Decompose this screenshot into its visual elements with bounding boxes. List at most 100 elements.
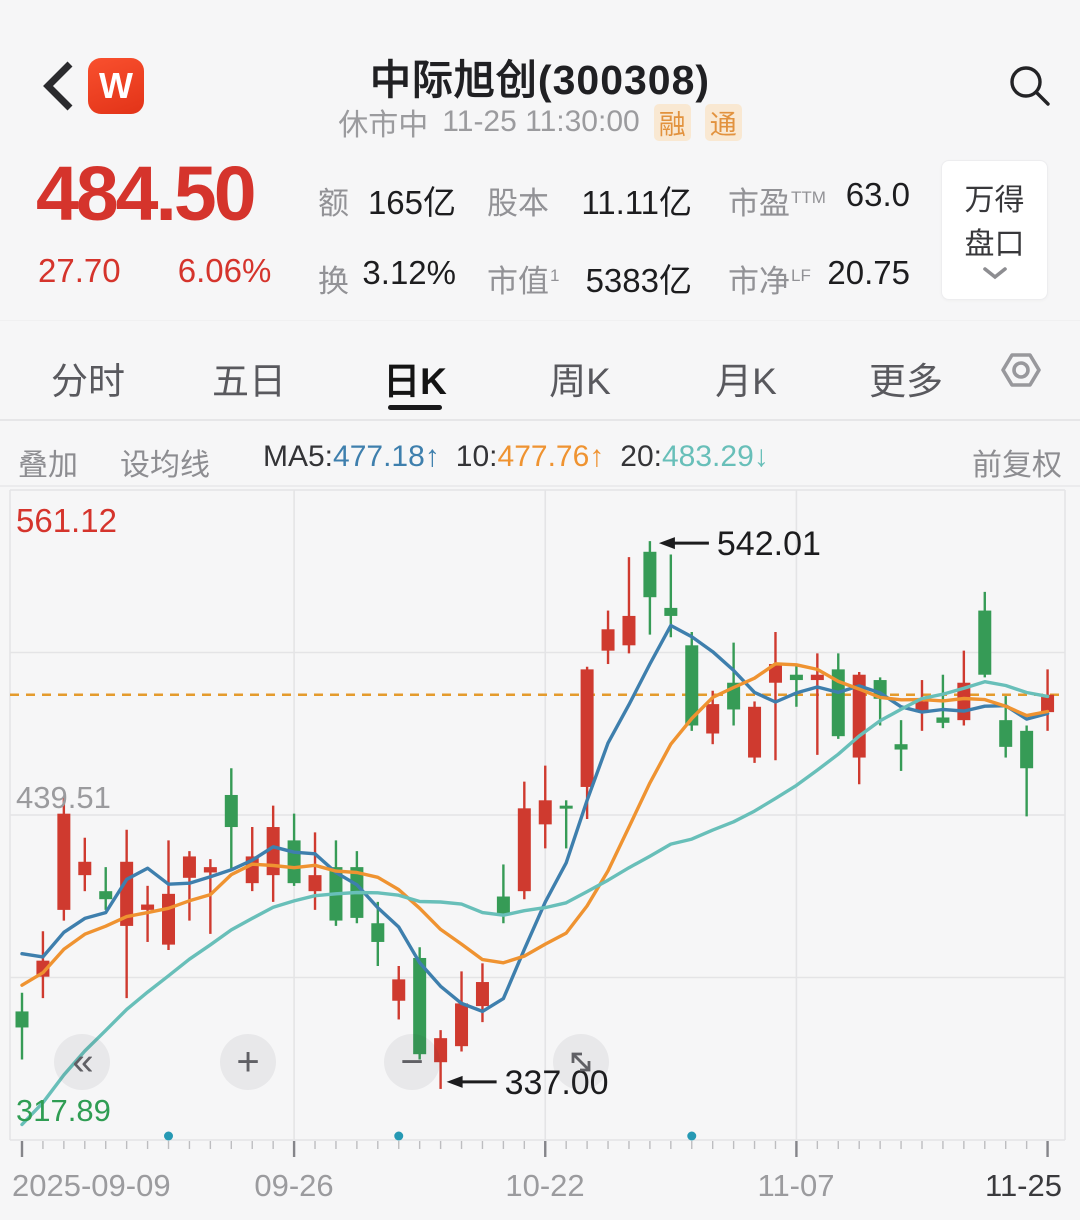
candle-body [999, 720, 1013, 747]
candle-body [224, 794, 238, 828]
status-row: 休市中 11-25 11:30:00 融 通 [0, 100, 1080, 144]
candle-body [706, 704, 720, 734]
overlay-button[interactable]: 叠加 [18, 449, 78, 482]
chart-tab-bar: 分时 五日 日K 周K 月K 更多 [0, 320, 1080, 420]
stat-pb-value: 20.75 [827, 254, 910, 291]
event-dot[interactable] [394, 1131, 404, 1141]
stat-amount-label: 额 [318, 186, 349, 221]
candle-body [99, 891, 113, 900]
tab-5day[interactable]: 五日 [212, 361, 286, 402]
candle-body [685, 645, 699, 726]
tab-monthly-k[interactable]: 月K [715, 361, 777, 402]
candle-body [915, 701, 929, 713]
tab-more[interactable]: 更多 [869, 361, 943, 402]
wind-order-panel-button[interactable]: 万得 盘口 [941, 160, 1048, 300]
wind-logo[interactable]: W [88, 58, 144, 114]
zoom-out-button[interactable]: − [384, 1034, 440, 1090]
candle-body [1020, 730, 1034, 769]
tab-daily-k[interactable]: 日K [383, 361, 447, 402]
set-ma-button[interactable]: 设均线 [120, 449, 210, 482]
candle-body [517, 808, 531, 892]
candle-body [266, 827, 280, 876]
candle-body [15, 1011, 29, 1028]
ma5-value: 477.18↑ [333, 440, 440, 473]
candle-body [831, 669, 845, 737]
scale-mid-label: 439.51 [16, 780, 111, 815]
ma10-value: 477.76↑ [497, 440, 605, 473]
rewind-button[interactable]: « [54, 1034, 110, 1090]
scale-min-label: 317.89 [16, 1093, 111, 1128]
wind-logo-letter: W [99, 65, 133, 106]
ma10-line [20, 662, 1050, 987]
zoom-in-button[interactable]: + [220, 1034, 276, 1090]
candle-body [894, 744, 908, 750]
gridlines [9, 489, 1066, 1141]
candle-body [496, 896, 510, 916]
candle-body [371, 923, 385, 942]
stat-marketcap-label: 市值1 [487, 264, 560, 299]
event-dot[interactable] [164, 1131, 174, 1141]
margin-badge[interactable]: 融 [653, 103, 691, 141]
candle-body [182, 856, 196, 878]
stat-marketcap-sup: 1 [550, 266, 560, 285]
candle-body [455, 1003, 469, 1047]
candle-body [559, 805, 573, 809]
ma20-label: 20: [620, 440, 662, 473]
short-badge[interactable]: 通 [704, 103, 742, 141]
high-annotation: 542.01 [658, 525, 821, 563]
tab-weekly-k[interactable]: 周K [549, 361, 611, 402]
candle-body [413, 957, 427, 1055]
back-button[interactable] [38, 56, 82, 116]
candle-body [203, 867, 217, 873]
candle-body [601, 629, 615, 651]
candle-body [434, 1038, 448, 1063]
search-icon [1010, 66, 1050, 106]
kline-chart[interactable]: 542.01 337.00 561.12 439.51 317.89 2025-0… [0, 488, 1080, 1220]
stat-marketcap-value: 5383亿 [585, 262, 692, 299]
search-button[interactable] [1006, 62, 1054, 110]
candle-body [141, 904, 155, 910]
candle-body [622, 615, 636, 646]
stat-pb-label: 市净LF [728, 264, 811, 299]
x-label-4: 11-25 [985, 1168, 1062, 1203]
candle-body [538, 800, 552, 825]
candle-body [810, 674, 824, 681]
candle-body [789, 674, 803, 681]
price-change: 27.70 [38, 252, 121, 289]
ma10-label: 10: [455, 440, 498, 473]
candle-body [664, 607, 678, 616]
stat-sharecap-label: 股本 [487, 186, 549, 221]
x-axis-ticks [20, 1141, 1049, 1157]
candle-body [936, 717, 950, 723]
tab-minute[interactable]: 分时 [51, 361, 125, 402]
scale-max-label: 561.12 [16, 502, 117, 539]
page-title: 中际旭创(300308) [369, 57, 711, 103]
ma20-value: 483.29↓ [662, 440, 769, 473]
plot-area: 542.01 337.00 [9, 489, 1066, 1157]
chevron-left-icon [43, 61, 73, 111]
stat-pe-sup: TTM [791, 188, 826, 207]
plus-icon: + [236, 1039, 260, 1084]
candle-body [287, 840, 301, 884]
panel-line1: 万得 [964, 184, 1025, 217]
stat-amount-value: 165亿 [367, 184, 456, 221]
ma5-line [20, 623, 1050, 1014]
svg-text:542.01: 542.01 [717, 525, 821, 563]
panel-line2: 盘口 [964, 228, 1025, 261]
hexagon-nut-icon [1001, 353, 1041, 387]
divider [0, 485, 1080, 487]
x-label-3: 11-07 [758, 1168, 835, 1203]
rewind-icon: « [72, 1040, 93, 1083]
candle-body [768, 664, 782, 683]
x-label-1: 09-26 [254, 1168, 333, 1203]
x-axis-labels: 2025-09-09 09-26 10-22 11-07 11-25 [12, 1168, 1062, 1203]
low-annotation: 337.00 [446, 1064, 609, 1102]
expand-button[interactable] [553, 1034, 609, 1090]
candle-body [57, 813, 71, 910]
quote-datetime: 11-25 11:30:00 [442, 105, 640, 138]
candle-body [475, 982, 489, 1007]
candle-body [392, 979, 406, 1001]
chart-settings-button[interactable] [1000, 349, 1042, 391]
event-dot[interactable] [687, 1131, 697, 1141]
adjust-mode-button[interactable]: 前复权 [972, 449, 1062, 482]
